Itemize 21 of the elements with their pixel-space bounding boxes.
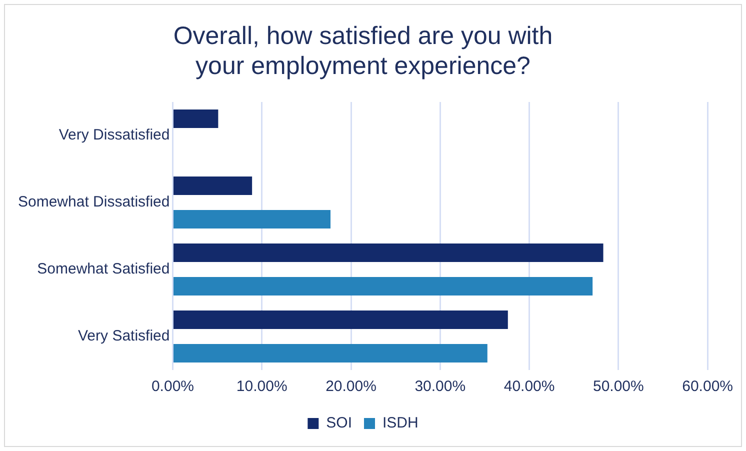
bar	[173, 277, 593, 296]
x-tick-label: 10.00%	[236, 378, 288, 396]
y-tick-label: Very Dissatisfied	[58, 126, 170, 144]
legend-label: ISDH	[382, 414, 418, 432]
y-tick-label: Somewhat Satisfied	[37, 260, 170, 278]
bar	[173, 344, 488, 362]
y-tick-label: Somewhat Dissatisfied	[18, 194, 170, 211]
bar	[173, 110, 218, 128]
x-tick-label: 60.00%	[682, 378, 733, 396]
bar	[173, 210, 331, 228]
x-tick-label: 50.00%	[592, 378, 644, 396]
y-tick-label: Very Satisfied	[78, 328, 170, 345]
bar	[173, 244, 604, 262]
legend-label: SOI	[326, 414, 352, 432]
chart-title: Overall, how satisfied are you with your employment experience?	[173, 22, 553, 80]
x-tick-label: 20.00%	[326, 378, 376, 396]
x-tick-label: 30.00%	[414, 378, 466, 396]
x-tick-label: 0.00%	[151, 378, 194, 396]
x-tick-label: 40.00%	[504, 378, 555, 396]
bar	[173, 176, 252, 195]
bar	[173, 310, 508, 329]
